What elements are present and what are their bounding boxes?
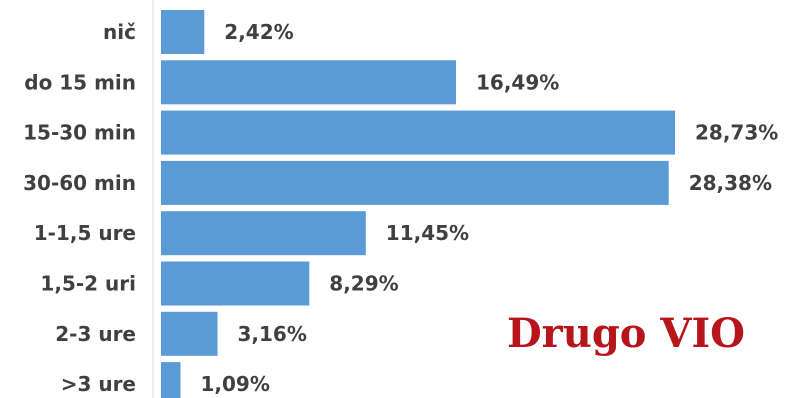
data-label: 16,49% [476, 70, 559, 94]
bar [161, 60, 456, 105]
data-label: 11,45% [386, 221, 469, 245]
data-label: 28,73% [695, 121, 778, 145]
bars-group: nič 2,42% do 15 min 16,49% 15-30 min 28,73% 30… [23, 10, 778, 398]
category-label: >3 ure [61, 372, 136, 396]
data-label: 8,29% [329, 272, 398, 296]
category-label: do 15 min [24, 70, 136, 94]
bar [161, 160, 669, 205]
category-label: 1-1,5 ure [34, 221, 136, 245]
data-label: 28,38% [689, 171, 772, 195]
category-label: nič [103, 20, 136, 44]
bar [161, 311, 218, 356]
data-label: 2,42% [224, 20, 293, 44]
data-label: 3,16% [238, 322, 307, 346]
bar [161, 211, 366, 256]
bar [161, 261, 310, 306]
bar [161, 110, 675, 155]
category-label: 30-60 min [23, 171, 136, 195]
category-label: 15-30 min [23, 121, 136, 145]
data-label: 1,09% [201, 372, 270, 396]
bar [161, 10, 205, 54]
chart-annotation: Drugo VIO [507, 310, 745, 357]
category-label: 2-3 ure [55, 322, 136, 346]
category-label: 1,5-2 uri [40, 272, 136, 296]
bar [161, 362, 181, 398]
